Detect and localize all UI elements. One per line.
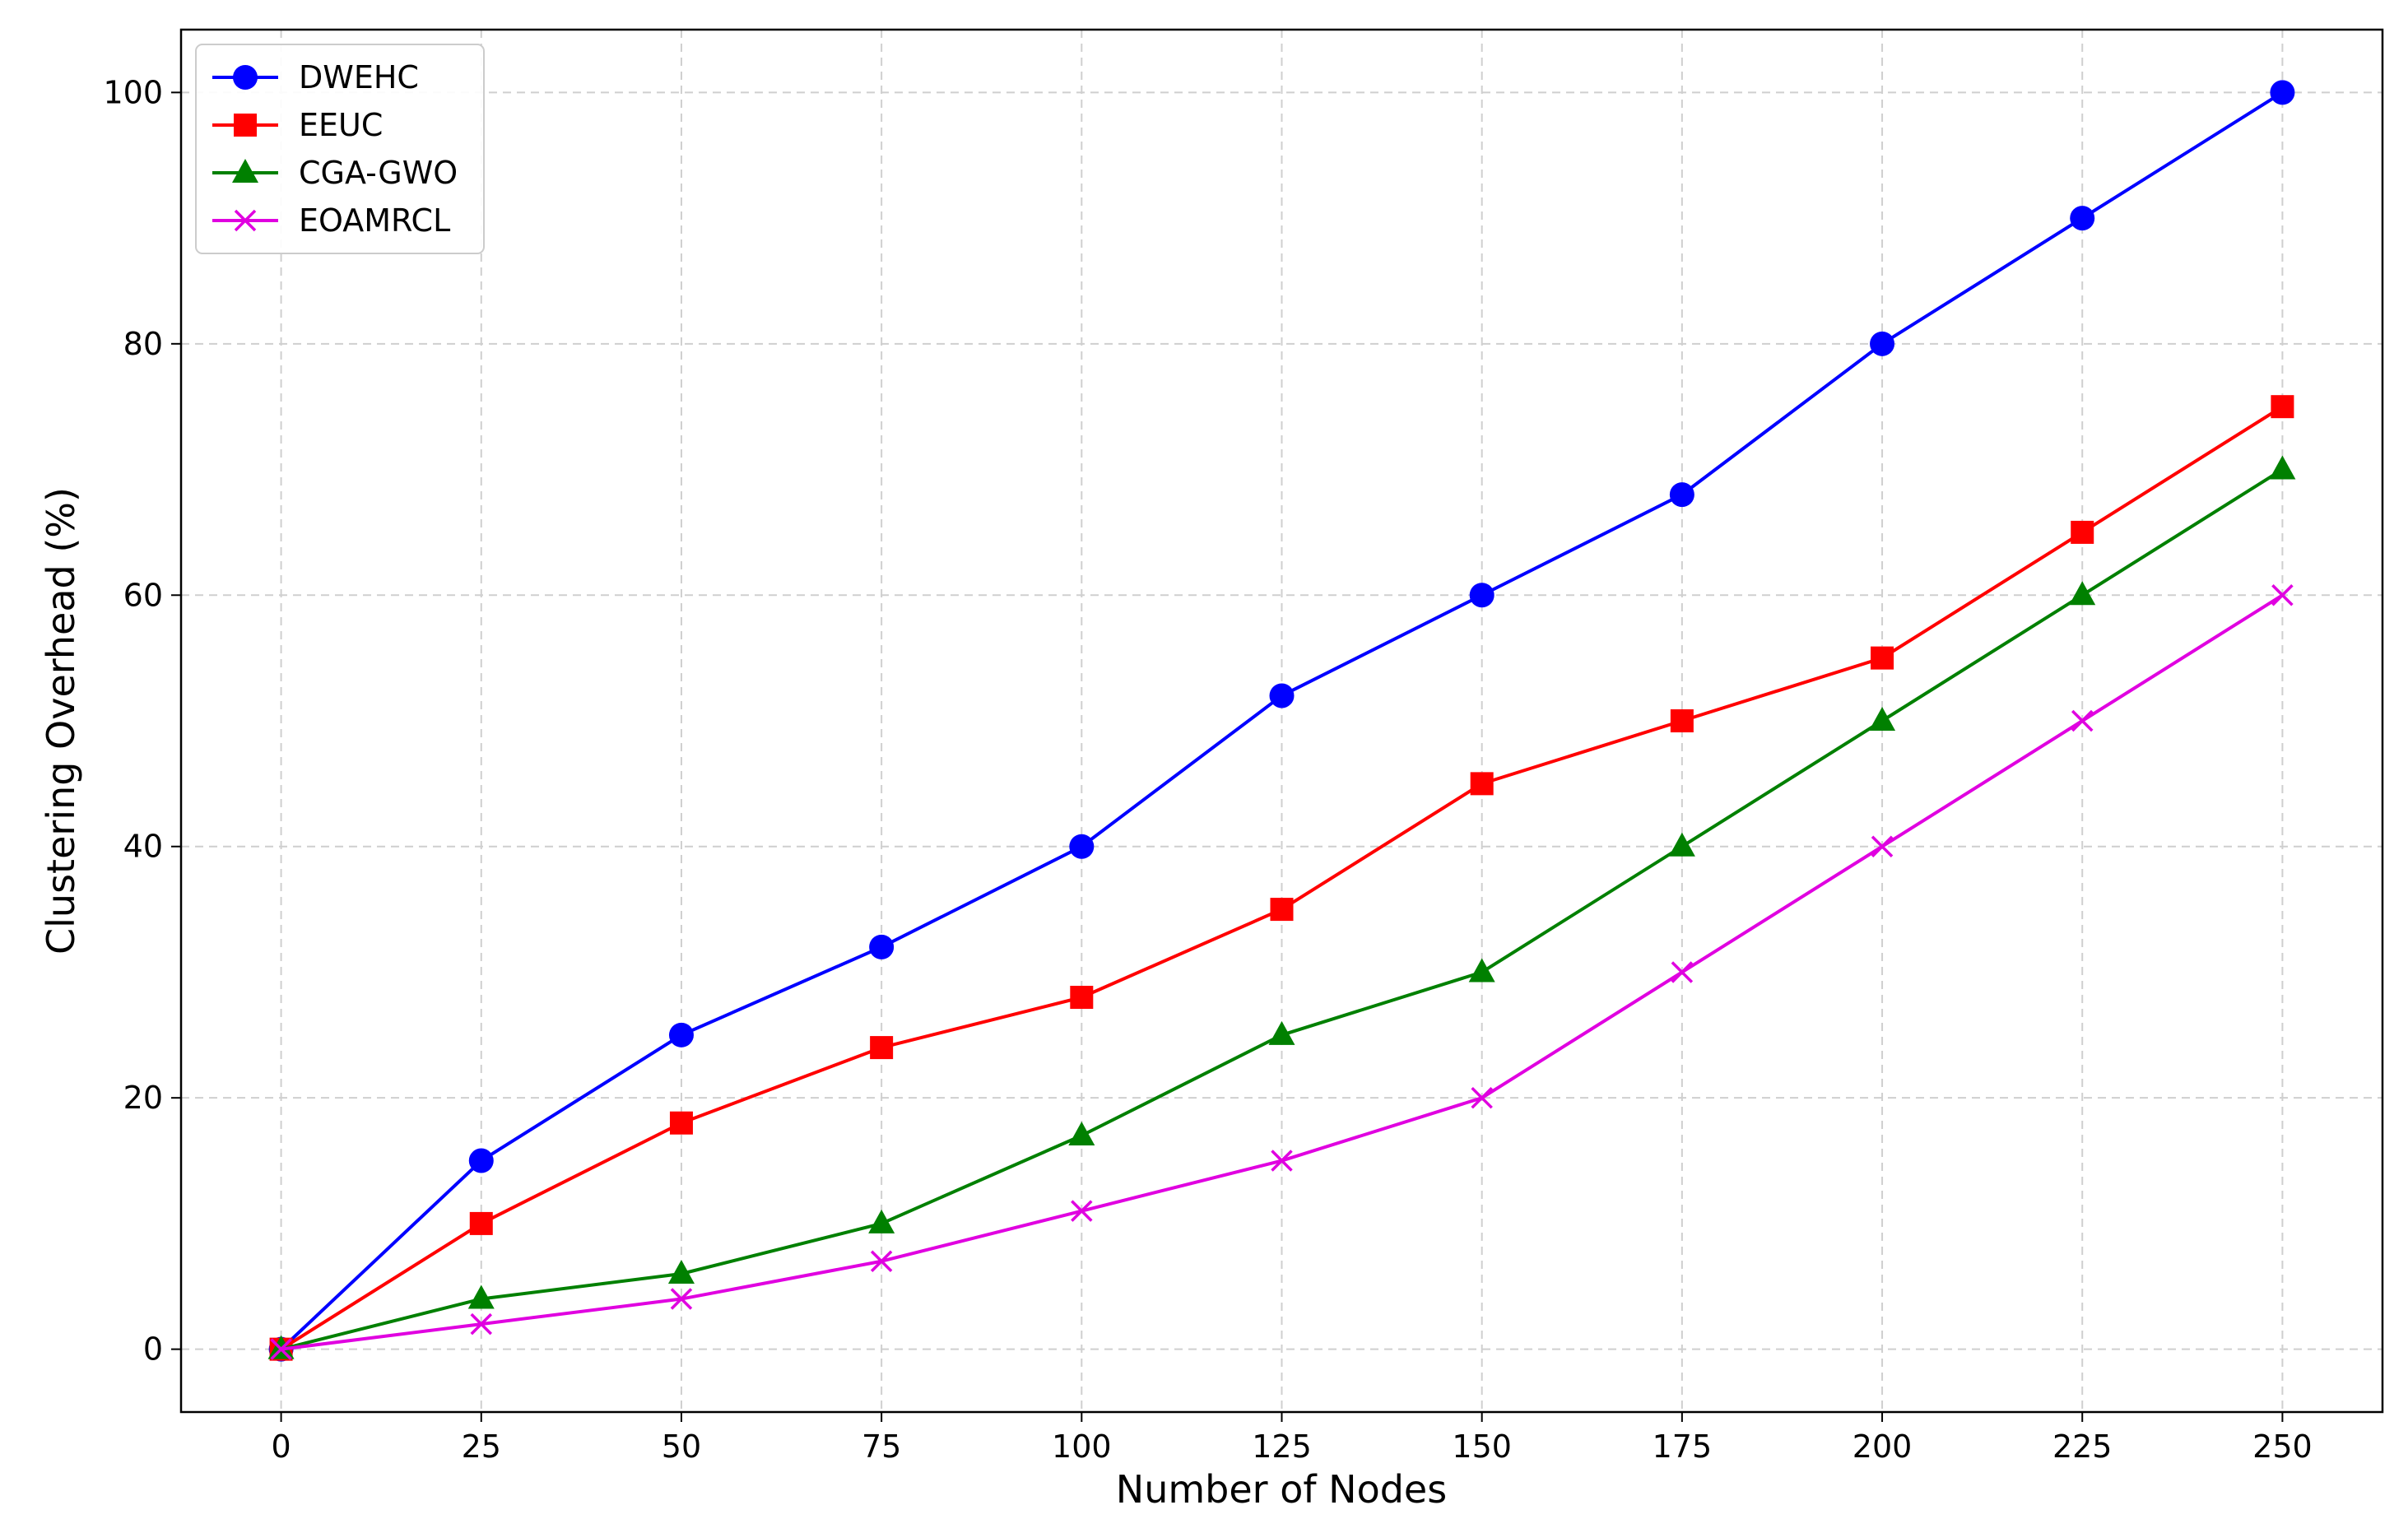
y-tick-label: 40 [123,829,163,865]
legend-label: DWEHC [299,59,419,95]
data-point [868,1209,895,1233]
x-tick-label: 100 [1052,1428,1112,1465]
data-point [667,1260,695,1284]
y-tick-label: 80 [123,326,163,362]
data-point [1668,832,1695,857]
data-point [2069,581,2096,606]
y-tick-label: 100 [103,74,163,110]
data-point [1471,1086,1493,1109]
data-point [2270,80,2295,105]
data-point [469,1211,493,1235]
data-point [1870,331,1895,356]
legend-marker [234,114,257,137]
x-tick-label: 25 [462,1428,501,1465]
data-point [2071,709,2094,732]
legend-marker [232,159,258,183]
data-point [1268,1020,1295,1045]
data-point [470,1312,493,1336]
data-point [1070,986,1094,1009]
data-point [1871,646,1894,670]
x-tick-label: 175 [1653,1428,1713,1465]
data-point [669,1111,693,1135]
data-point [2071,520,2094,544]
data-point [670,1288,693,1310]
data-point [2271,584,2294,606]
data-point [2269,455,2296,480]
series-layer [267,80,2296,1362]
data-point [468,1148,494,1173]
data-point [1468,958,1495,983]
grid-layer [181,30,2382,1412]
x-tick-label: 125 [1252,1428,1312,1465]
data-point [1871,835,1894,857]
data-point [668,1022,694,1048]
data-point [1670,709,1694,732]
data-point [270,1338,292,1360]
y-tick-label: 60 [123,577,163,613]
legend-item: CGA-GWO [212,155,458,191]
legend-marker [234,209,257,232]
x-axis-label: Number of Nodes [1116,1467,1447,1512]
data-point [1669,482,1694,508]
series-cga-gwo [267,455,2296,1359]
legend-item: EEUC [212,107,383,143]
data-point [869,934,895,959]
data-point [2271,395,2294,419]
legend: DWEHC EEUC CGA-GWO EOAMRCL [195,44,485,254]
x-tick-label: 250 [2252,1428,2313,1465]
y-axis-label: Clustering Overhead (%) [39,487,83,955]
series-eoamrcl [270,584,2294,1360]
legend-box [195,44,485,254]
x-tick-label: 200 [1852,1428,1913,1465]
x-tick-label: 0 [271,1428,291,1465]
legend-item: DWEHC [212,59,419,95]
data-point [1068,1122,1095,1145]
data-point [1671,961,1694,983]
data-point [1270,898,1294,922]
legend-item: EOAMRCL [212,202,450,239]
legend-label: EOAMRCL [299,202,450,239]
data-point [1069,834,1095,859]
data-point [1469,583,1495,608]
data-point [2070,206,2095,231]
data-point [1071,1200,1093,1222]
data-point [1869,707,1896,731]
data-point [870,1036,894,1060]
data-point [1271,1150,1293,1172]
y-tick-label: 0 [143,1331,163,1368]
data-point [467,1284,495,1309]
legend-label: EEUC [299,107,383,143]
data-point [267,1335,295,1359]
legend-marker [233,65,258,90]
legend-label: CGA-GWO [299,155,458,191]
x-tick-label: 50 [662,1428,701,1465]
data-point [870,1250,893,1272]
data-point [1470,772,1494,796]
x-tick-label: 150 [1452,1428,1512,1465]
x-tick-label: 75 [862,1428,901,1465]
y-tick-label: 20 [123,1080,163,1116]
x-tick-label: 225 [2052,1428,2113,1465]
ticks-layer: 0 25 50 75 100 125 150 175 200 225 250 0 20 40 60 80 100 [103,74,2312,1465]
data-point [1269,683,1295,708]
